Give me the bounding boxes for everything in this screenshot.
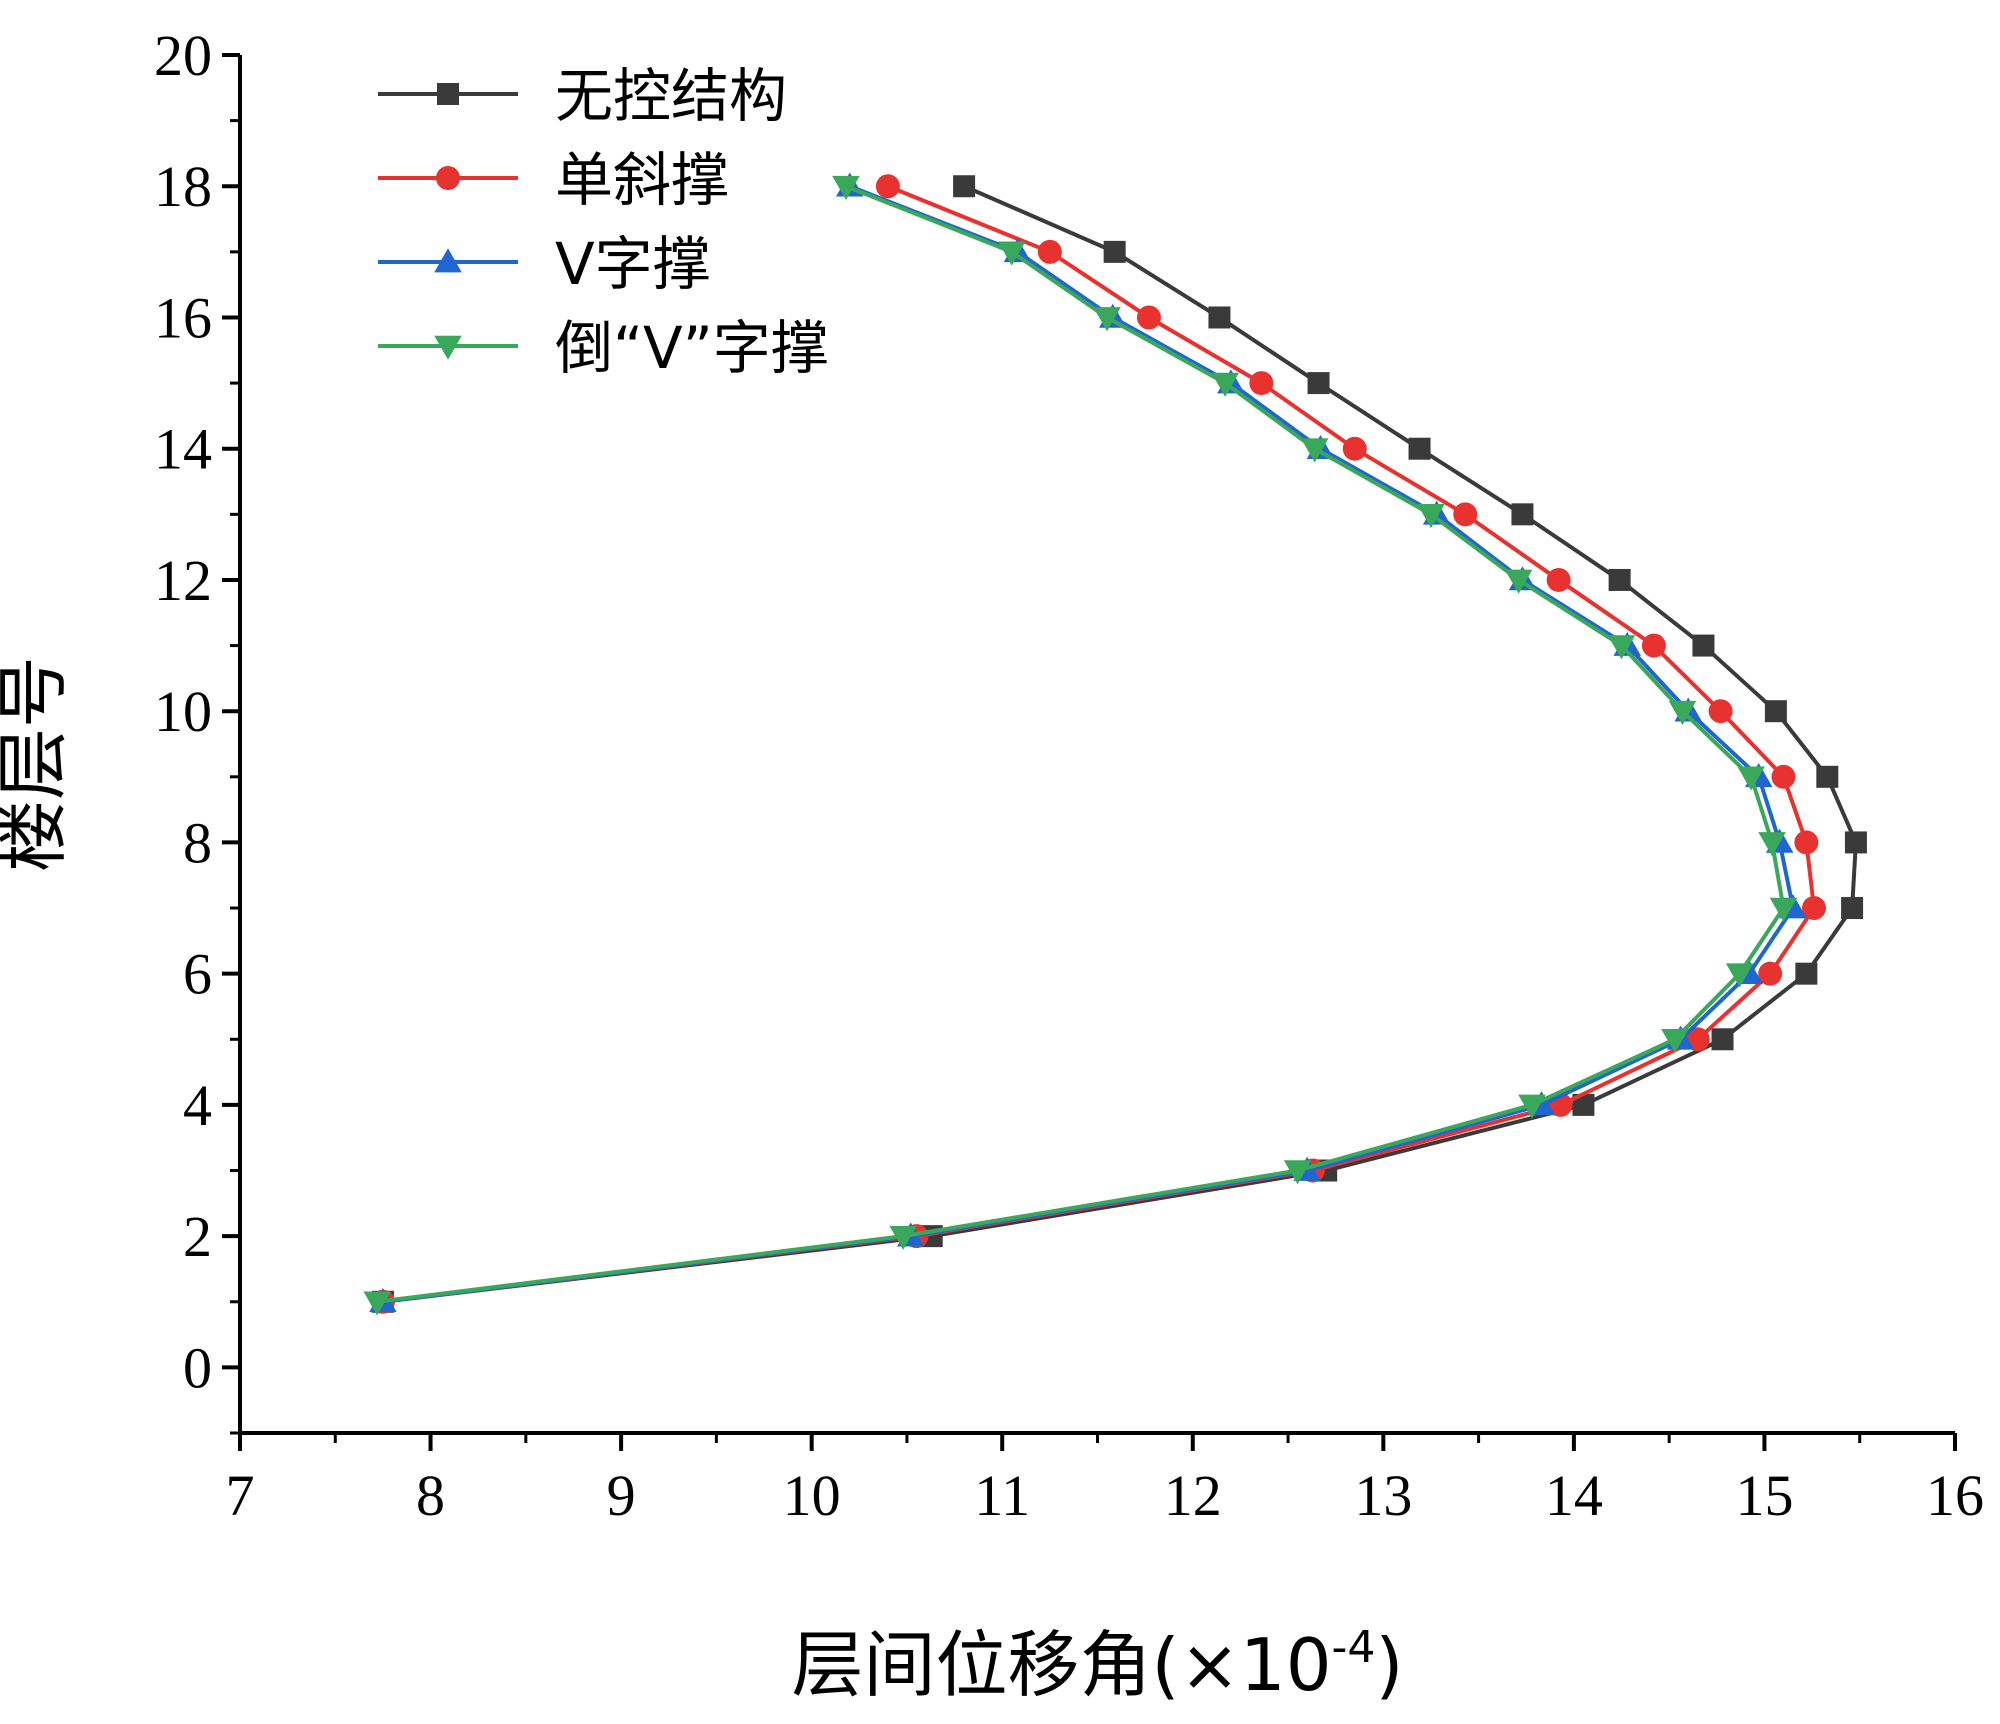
data-point	[436, 166, 460, 190]
data-point	[1771, 764, 1796, 789]
y-tick-label: 16	[154, 285, 212, 350]
y-tick-label: 10	[154, 679, 212, 744]
x-tick-label: 9	[607, 1463, 636, 1528]
y-tick-label: 20	[154, 23, 212, 88]
data-point	[1546, 567, 1571, 592]
data-point	[1417, 504, 1445, 529]
y-tick-label: 2	[183, 1204, 212, 1269]
data-point	[1668, 700, 1697, 725]
data-point	[1093, 307, 1121, 332]
data-point	[1725, 963, 1754, 988]
data-point	[1208, 306, 1231, 329]
data-point	[1758, 961, 1783, 986]
data-point	[1300, 438, 1329, 463]
data-point	[1641, 633, 1666, 658]
data-point	[889, 1225, 917, 1250]
legend-label: 倒“V”字撑	[555, 314, 829, 382]
data-point	[1342, 436, 1367, 461]
x-tick-label: 8	[416, 1463, 445, 1528]
data-point	[363, 1291, 391, 1316]
data-point	[1711, 1028, 1734, 1051]
x-tick-label: 10	[783, 1463, 841, 1528]
legend-item: V字撑	[378, 230, 711, 298]
data-point	[1103, 240, 1126, 263]
x-tick-label: 16	[1926, 1463, 1984, 1528]
legend-label: 单斜撑	[555, 146, 729, 214]
legend-label: V字撑	[555, 230, 711, 298]
data-point	[1453, 502, 1478, 527]
data-point	[1769, 897, 1798, 922]
data-point	[1816, 765, 1839, 788]
legend-label: 无控结构	[555, 62, 787, 130]
data-point	[1758, 832, 1786, 857]
data-point	[998, 241, 1026, 266]
data-point	[437, 83, 459, 105]
x-axis-title-unit: (×10	[1152, 1623, 1332, 1707]
data-point	[1795, 962, 1818, 985]
y-tick-label: 0	[183, 1335, 212, 1400]
x-tick-label: 13	[1354, 1463, 1412, 1528]
data-point	[1708, 699, 1733, 724]
data-point	[1249, 371, 1274, 396]
series-line	[382, 184, 1858, 1304]
y-tick-label: 18	[154, 154, 212, 219]
data-point	[1037, 239, 1062, 264]
data-point	[1211, 372, 1239, 397]
data-point	[1844, 831, 1867, 854]
x-axis-title-exponent: -4	[1332, 1622, 1376, 1673]
legend-item: 倒“V”字撑	[378, 314, 829, 382]
data-point	[1136, 305, 1161, 330]
data-point	[1504, 569, 1533, 594]
y-tick-label: 12	[154, 548, 212, 613]
x-axis-title: 层间位移角(×10-4)	[791, 1622, 1403, 1707]
x-tick-label: 7	[226, 1463, 255, 1528]
series-group	[363, 172, 1867, 1316]
data-point	[832, 175, 860, 200]
y-tick-label: 14	[154, 417, 212, 482]
data-point	[1511, 503, 1534, 526]
x-axis-title-main: 层间位移角	[791, 1623, 1151, 1707]
data-point	[1841, 897, 1864, 920]
x-tick-label: 11	[974, 1463, 1030, 1528]
data-point	[875, 174, 900, 199]
data-point	[953, 175, 976, 198]
data-point	[1607, 635, 1636, 660]
legend-item: 无控结构	[378, 62, 787, 130]
data-point	[1307, 372, 1330, 395]
legend-item: 单斜撑	[378, 146, 729, 214]
data-point	[1661, 1028, 1689, 1054]
series-4	[363, 175, 1798, 1316]
x-tick-label: 12	[1164, 1463, 1222, 1528]
data-point	[1692, 634, 1715, 657]
data-point	[1764, 700, 1787, 723]
data-point	[1283, 1160, 1312, 1185]
data-point	[1801, 896, 1826, 921]
data-point	[1408, 437, 1431, 460]
axes: 7 8 9 10 11 12 13 14 15 16 0 2 4 6 8 10 12 14 16 18 20	[154, 23, 1984, 1528]
x-axis-title-close: )	[1375, 1623, 1403, 1707]
x-tick-label: 14	[1545, 1463, 1603, 1528]
series-line	[376, 184, 1786, 1304]
data-point	[1608, 568, 1631, 591]
data-point	[1794, 830, 1819, 855]
series-line	[382, 184, 1796, 1304]
y-tick-label: 4	[183, 1073, 212, 1138]
data-point	[1737, 766, 1765, 791]
y-tick-label: 8	[183, 810, 212, 875]
data-point	[1572, 1093, 1595, 1116]
x-tick-label: 15	[1735, 1463, 1793, 1528]
series-line	[382, 184, 1816, 1304]
data-point	[1518, 1094, 1546, 1119]
y-tick-label: 6	[183, 942, 212, 1007]
y-axis-title: 楼层号	[0, 656, 75, 872]
data-point	[434, 248, 462, 273]
data-point	[434, 335, 462, 360]
